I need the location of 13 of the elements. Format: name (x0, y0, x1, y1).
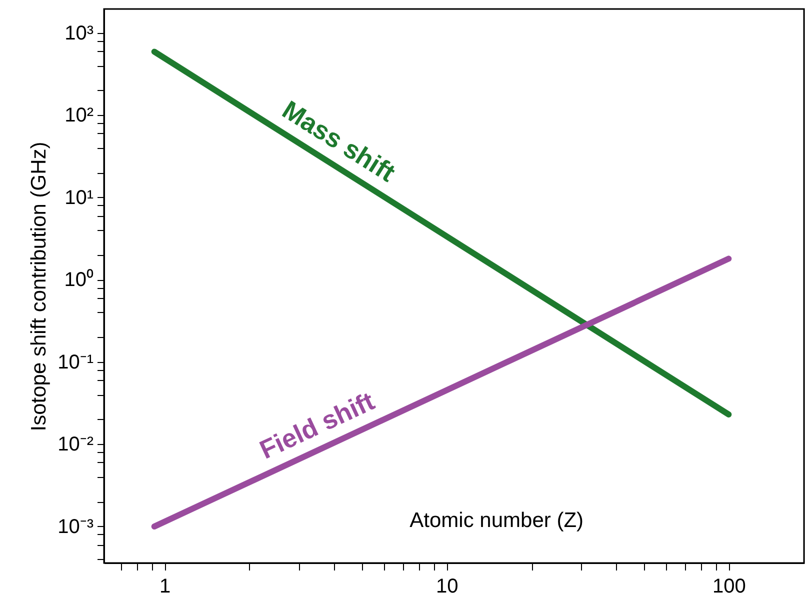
x-tick-label: 1 (159, 576, 171, 593)
y-tick-label: 10¹ (64, 186, 94, 209)
y-tick-label: 10³ (64, 22, 94, 44)
y-tick-label: 10⁻² (58, 434, 94, 456)
y-tick-label: 10² (64, 104, 94, 127)
text: Field shift (254, 386, 380, 465)
y-tick-label: 10⁻¹ (58, 351, 94, 374)
y-axis-title: Isotope shift contribution (GHz) (28, 142, 51, 432)
y-tick-label: 10⁰ (64, 268, 94, 292)
y-tick-label: 10⁻³ (58, 516, 94, 538)
x-tick-label: 10 (436, 576, 458, 593)
x-axis-title: Atomic number (Z) (410, 509, 584, 532)
x-tick-label: 100 (712, 576, 746, 593)
